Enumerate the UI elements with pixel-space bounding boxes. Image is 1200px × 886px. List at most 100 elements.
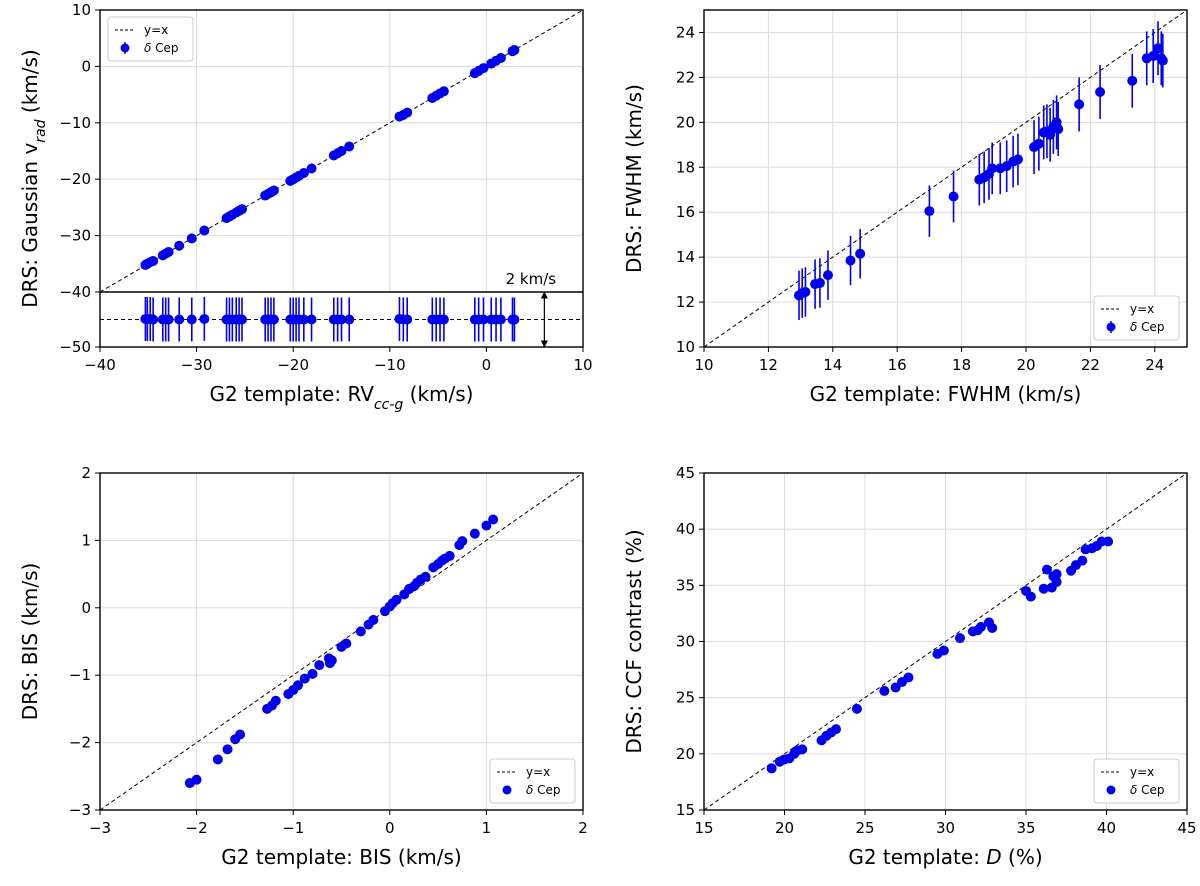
plot-frame — [99, 472, 584, 811]
data-point — [797, 744, 808, 755]
x-tick-label: 14 — [823, 356, 842, 374]
data-point — [324, 658, 335, 669]
data-point — [814, 277, 825, 288]
data-point — [478, 63, 489, 74]
data-point — [1074, 99, 1085, 110]
data-point — [368, 614, 379, 625]
data-point — [1157, 55, 1168, 66]
data-point — [270, 695, 281, 706]
data-point — [1041, 564, 1052, 575]
y-tick-label: −40 — [59, 283, 91, 301]
data-point — [420, 571, 431, 582]
legend-label-yx: y=x — [1130, 765, 1154, 779]
legend-marker-icon — [1106, 785, 1116, 795]
y-tick-label: 0 — [81, 57, 91, 75]
data-point — [822, 270, 833, 281]
x-tick-label: −1 — [282, 819, 304, 837]
inset-data-point — [402, 314, 413, 325]
inset-data-point — [478, 314, 489, 325]
data-point — [1103, 536, 1114, 547]
data-point — [938, 645, 949, 656]
y-tick-label: 24 — [676, 23, 695, 41]
data-point — [890, 682, 901, 693]
legend-frame — [107, 16, 194, 62]
data-point — [481, 520, 492, 531]
x-tick-label: 12 — [759, 356, 778, 374]
y-tick-label: 35 — [676, 576, 695, 594]
data-point — [191, 774, 202, 785]
data-point — [298, 167, 309, 178]
data-point — [1095, 87, 1106, 98]
data-point — [954, 633, 965, 644]
x-axis-label: G2 template: FWHM (km/s) — [810, 382, 1082, 406]
y-tick-label: 2 — [81, 464, 91, 482]
data-point — [402, 107, 413, 118]
data-point — [1012, 154, 1023, 165]
x-tick-label: 10 — [573, 356, 592, 374]
y-tick-label: 0 — [81, 599, 91, 617]
y-tick-label: 30 — [676, 633, 695, 651]
y-tick-label: 10 — [676, 338, 695, 356]
reference-line-yx — [703, 472, 1188, 811]
data-point — [987, 163, 998, 174]
x-tick-label: 0 — [385, 819, 395, 837]
x-tick-label: 18 — [952, 356, 971, 374]
x-tick-label: 0 — [482, 356, 492, 374]
data-point — [831, 724, 842, 735]
data-point — [438, 86, 449, 97]
y-tick-label: 18 — [676, 158, 695, 176]
data-point — [1033, 138, 1044, 149]
inset-data-point — [509, 314, 520, 325]
legend-frame — [489, 758, 576, 804]
data-point — [800, 286, 811, 297]
x-tick-label: 10 — [694, 356, 713, 374]
data-point — [948, 191, 959, 202]
x-tick-label: 22 — [1081, 356, 1100, 374]
x-tick-label: 40 — [1097, 819, 1116, 837]
legend-label-yx: y=x — [1130, 302, 1154, 316]
inset-data-point — [237, 314, 248, 325]
legend-marker-icon — [502, 785, 512, 795]
panel-d: 15 20 25 30 35 40 45 15 20 25 30 35 40 45 G2 template:… — [622, 464, 1197, 869]
data-point — [235, 729, 246, 740]
data-point — [341, 638, 352, 649]
reference-line-yx — [703, 9, 1188, 348]
y-axis-label: DRS: FWHM (km/s) — [622, 84, 646, 273]
data-point — [855, 248, 866, 259]
x-axis-label: G2 template: BIS (km/s) — [221, 845, 461, 869]
legend-label-yx: y=x — [526, 765, 550, 779]
data-point — [1148, 51, 1159, 62]
y-tick-label: 22 — [676, 68, 695, 86]
data-point — [391, 594, 402, 605]
legend-frame — [1093, 295, 1180, 341]
data-point — [1127, 75, 1138, 86]
y-tick-label: 25 — [676, 689, 695, 707]
data-point — [845, 255, 856, 266]
y-axis-label: DRS: CCF contrast (%) — [622, 529, 646, 753]
data-point — [509, 45, 520, 56]
y-tick-label: 14 — [676, 248, 695, 266]
data-point — [495, 52, 506, 63]
inset-data-point — [148, 314, 159, 325]
data-point — [199, 225, 210, 236]
x-tick-label: −20 — [277, 356, 309, 374]
x-tick-label: 45 — [1177, 819, 1196, 837]
inset-data-point — [344, 314, 355, 325]
inset-data-point — [438, 314, 449, 325]
y-tick-label: 12 — [676, 293, 695, 311]
data-point — [975, 621, 986, 632]
data-point — [355, 626, 366, 637]
y-tick-label: 45 — [676, 464, 695, 482]
data-point — [186, 233, 197, 244]
data-point — [903, 672, 914, 683]
y-tick-label: 20 — [676, 745, 695, 763]
data-point — [306, 163, 317, 174]
x-tick-label: −2 — [186, 819, 208, 837]
data-point — [293, 680, 304, 691]
data-point — [1025, 591, 1036, 602]
legend-label-yx: y=x — [144, 23, 168, 37]
data-point — [469, 528, 480, 539]
x-tick-label: −3 — [89, 819, 111, 837]
x-tick-label: 1 — [482, 819, 492, 837]
data-point — [222, 744, 233, 755]
